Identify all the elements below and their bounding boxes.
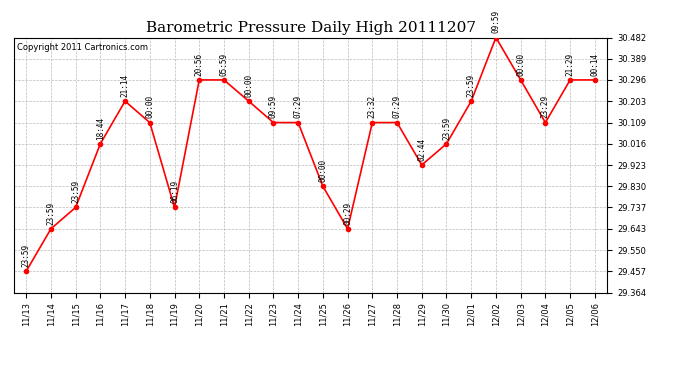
Text: 00:00: 00:00 <box>318 159 327 182</box>
Text: 20:56: 20:56 <box>195 53 204 76</box>
Text: 23:59: 23:59 <box>442 117 451 140</box>
Text: 02:44: 02:44 <box>417 138 426 161</box>
Text: 00:29: 00:29 <box>343 202 352 225</box>
Text: 23:59: 23:59 <box>46 202 55 225</box>
Text: 00:00: 00:00 <box>244 74 253 97</box>
Text: 23:59: 23:59 <box>466 74 475 97</box>
Text: 09:59: 09:59 <box>269 95 278 118</box>
Text: 05:59: 05:59 <box>219 53 228 76</box>
Text: 21:14: 21:14 <box>121 74 130 97</box>
Text: Copyright 2011 Cartronics.com: Copyright 2011 Cartronics.com <box>17 43 148 52</box>
Text: 23:32: 23:32 <box>368 95 377 118</box>
Text: 07:29: 07:29 <box>294 95 303 118</box>
Text: 23:29: 23:29 <box>541 95 550 118</box>
Text: 00:00: 00:00 <box>146 95 155 118</box>
Text: 09:59: 09:59 <box>491 10 500 33</box>
Text: 18:44: 18:44 <box>96 117 105 140</box>
Title: Barometric Pressure Daily High 20111207: Barometric Pressure Daily High 20111207 <box>146 21 475 35</box>
Text: 07:29: 07:29 <box>393 95 402 118</box>
Text: 00:14: 00:14 <box>591 53 600 76</box>
Text: 23:59: 23:59 <box>71 180 80 203</box>
Text: 21:29: 21:29 <box>566 53 575 76</box>
Text: 00:00: 00:00 <box>516 53 525 76</box>
Text: 06:19: 06:19 <box>170 180 179 203</box>
Text: 23:59: 23:59 <box>21 244 30 267</box>
